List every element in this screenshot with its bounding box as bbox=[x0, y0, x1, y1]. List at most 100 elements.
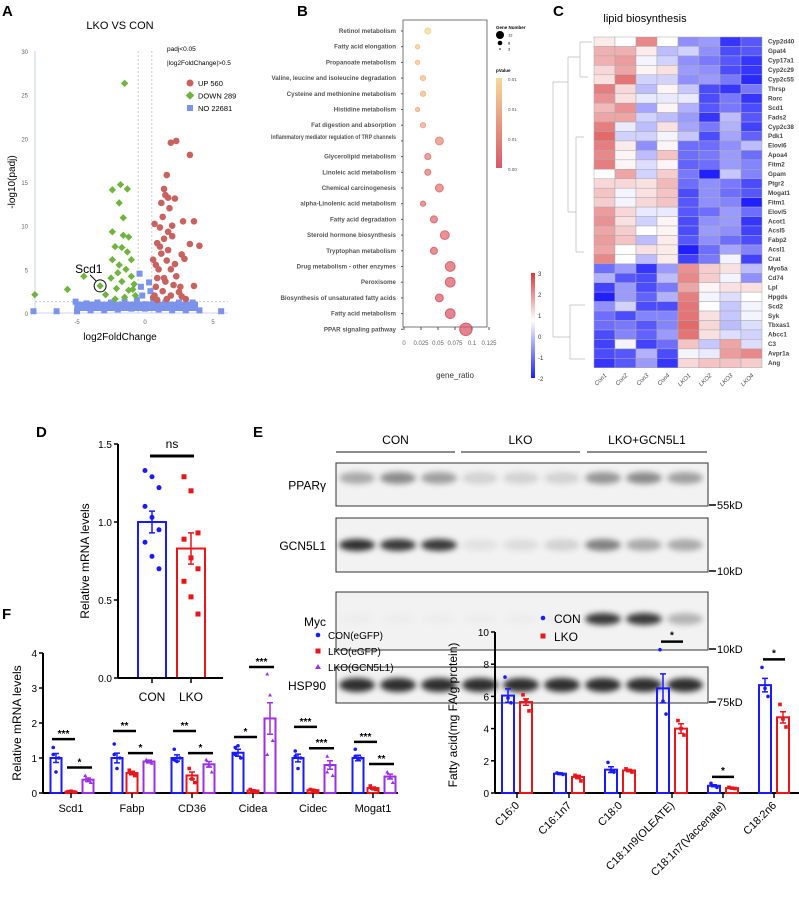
heatmap-cell bbox=[593, 329, 616, 340]
heatmap-cell bbox=[740, 320, 763, 331]
y-tick-label: 2 bbox=[483, 757, 489, 768]
no-point bbox=[136, 270, 143, 277]
x-tick-label: C18:0 bbox=[596, 800, 625, 829]
heatmap-cell bbox=[677, 140, 700, 151]
data-point bbox=[71, 790, 76, 794]
x-tick-label: CON bbox=[139, 690, 166, 704]
gene-label: Thrsp bbox=[768, 86, 786, 93]
protein-band bbox=[667, 678, 703, 692]
y-axis-label: Relative mRNA levels bbox=[78, 503, 92, 618]
data-point bbox=[238, 756, 243, 760]
enrichment-dot bbox=[434, 293, 444, 303]
down-point bbox=[114, 269, 122, 277]
heatmap-cell bbox=[740, 216, 763, 227]
y-tick-label: 5 bbox=[25, 268, 29, 274]
volcano-title: LKO VS CON bbox=[86, 20, 153, 32]
x-tick-label: -5 bbox=[74, 320, 80, 326]
heatmap-cell bbox=[740, 102, 763, 113]
colorbar-tick: -1 bbox=[538, 356, 544, 362]
up-point bbox=[170, 281, 177, 289]
heatmap-cell bbox=[698, 273, 721, 283]
heatmap-cell bbox=[740, 74, 763, 85]
protein-band bbox=[339, 539, 375, 551]
data-point bbox=[190, 777, 194, 781]
heatmap-cell bbox=[635, 102, 658, 113]
heatmap-cell bbox=[656, 291, 679, 302]
heatmap-cell bbox=[677, 65, 700, 76]
no-point bbox=[74, 308, 80, 315]
data-point bbox=[156, 566, 162, 572]
down-point bbox=[122, 265, 130, 274]
data-point bbox=[142, 539, 148, 545]
y-axis-label: Fatty acid(mg FA/g protein) bbox=[446, 643, 460, 788]
heatmap-cell bbox=[614, 358, 637, 368]
heatmap-cell bbox=[677, 187, 700, 198]
kegg-dot-plot: Retinol metabolism Fatty acid elongation P… bbox=[271, 19, 526, 380]
error-bar bbox=[295, 753, 301, 763]
heatmap-cell bbox=[698, 140, 721, 151]
significance-label: ** bbox=[181, 721, 189, 732]
enrichment-dot bbox=[434, 183, 444, 193]
up-point bbox=[177, 283, 184, 291]
up-point bbox=[164, 194, 172, 202]
heatmap-cell bbox=[614, 273, 637, 283]
down-point bbox=[111, 295, 119, 303]
heatmap-cell bbox=[614, 310, 637, 321]
heatmap-cell bbox=[656, 282, 679, 293]
y-tick-label: 20 bbox=[21, 137, 28, 143]
colorbar-tick: 3 bbox=[538, 272, 542, 278]
gene-label: C3 bbox=[768, 341, 777, 348]
x-tick-label: C18:2n6 bbox=[741, 800, 779, 838]
enrichment-dot bbox=[419, 122, 427, 129]
sample-label: Con4 bbox=[657, 372, 672, 387]
data-point bbox=[356, 757, 360, 762]
data-point bbox=[172, 757, 177, 762]
gene-label: Gpat4 bbox=[768, 48, 786, 55]
data-point bbox=[509, 701, 513, 705]
data-point bbox=[658, 647, 662, 652]
data-point bbox=[390, 780, 395, 784]
heatmap-cell bbox=[593, 150, 616, 161]
category-label: Peroxisome bbox=[361, 279, 397, 286]
size-legend-dot bbox=[499, 48, 501, 50]
x-tick-label: CD36 bbox=[178, 803, 206, 815]
data-point bbox=[51, 752, 56, 757]
heatmap-cell bbox=[677, 197, 700, 208]
protein-band bbox=[421, 678, 457, 692]
data-point bbox=[204, 757, 209, 762]
heatmap-cell bbox=[698, 84, 721, 94]
heatmap-cell bbox=[656, 178, 679, 189]
heatmap-cell bbox=[635, 55, 658, 66]
heatmap-cell bbox=[656, 197, 679, 208]
heatmap-cell bbox=[656, 121, 679, 132]
heatmap-cell bbox=[635, 112, 658, 123]
heatmap-cell bbox=[593, 263, 616, 274]
heatmap-cell bbox=[719, 112, 742, 123]
heatmap-cell bbox=[635, 93, 658, 104]
data-point bbox=[676, 718, 680, 723]
data-point bbox=[195, 530, 201, 536]
heatmap-cell bbox=[614, 150, 637, 161]
up-point bbox=[160, 235, 168, 243]
significance-label: * bbox=[721, 766, 725, 777]
enrichment-dot bbox=[419, 75, 427, 82]
heatmap-cell bbox=[656, 46, 679, 57]
heatmap-cell bbox=[698, 150, 721, 161]
no-point bbox=[146, 279, 153, 286]
protein-band bbox=[380, 613, 416, 625]
up-point bbox=[163, 257, 171, 264]
data-point bbox=[270, 738, 275, 742]
category-label: Inflammatory mediator regulation of TRP … bbox=[271, 134, 396, 141]
up-point bbox=[156, 224, 164, 231]
legend-lko-icon bbox=[540, 633, 546, 639]
up-point bbox=[159, 213, 166, 221]
heatmap-cell bbox=[719, 206, 742, 217]
data-point bbox=[733, 786, 737, 791]
category-label: Glycerolipid metabolism bbox=[324, 154, 396, 161]
heatmap-cell bbox=[719, 282, 742, 293]
panel-label-a: A bbox=[2, 3, 13, 20]
heatmap-cell bbox=[698, 102, 721, 113]
protein-band bbox=[380, 539, 416, 551]
category-label: Fatty acid elongation bbox=[334, 44, 396, 51]
heatmap-cell bbox=[656, 112, 679, 123]
